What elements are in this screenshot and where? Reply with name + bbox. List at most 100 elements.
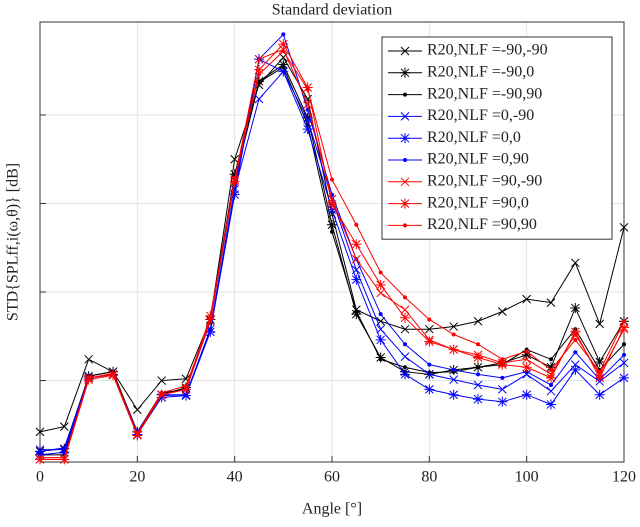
marker-dot	[549, 367, 553, 372]
marker-plus	[570, 302, 581, 313]
x-axis-label: Angle [°]	[302, 501, 362, 518]
marker	[594, 389, 605, 400]
marker-cross	[546, 386, 556, 396]
marker-plus	[521, 389, 532, 400]
marker	[230, 154, 240, 164]
marker-dot	[62, 445, 67, 450]
marker	[35, 427, 45, 437]
marker	[208, 327, 213, 332]
marker-plus	[424, 336, 435, 347]
marker-cross	[400, 177, 410, 187]
marker	[86, 375, 91, 380]
marker-plus	[473, 352, 483, 363]
marker	[546, 386, 556, 396]
marker	[597, 369, 602, 374]
marker	[522, 370, 532, 379]
marker	[451, 332, 456, 337]
marker	[595, 319, 605, 329]
marker-cross	[522, 370, 532, 379]
marker-cross	[157, 376, 167, 385]
marker	[622, 342, 626, 347]
marker-dot	[354, 222, 359, 227]
marker	[594, 372, 605, 383]
marker-dot	[257, 72, 261, 77]
marker-cross	[522, 294, 532, 304]
marker	[451, 367, 456, 372]
marker	[400, 46, 410, 56]
marker-dot	[524, 349, 529, 354]
marker-dot	[403, 92, 407, 97]
marker-dot	[184, 392, 188, 397]
marker	[473, 380, 483, 390]
marker-dot	[573, 350, 578, 355]
marker	[278, 59, 289, 70]
marker-cross	[449, 375, 459, 385]
marker	[62, 445, 67, 450]
marker	[549, 382, 553, 387]
marker	[476, 372, 480, 377]
marker-cross	[619, 223, 629, 232]
marker-dot	[135, 431, 140, 436]
marker	[400, 369, 410, 380]
marker-dot	[427, 362, 432, 367]
marker-cross	[400, 352, 410, 362]
marker	[400, 198, 410, 209]
marker-plus	[570, 364, 581, 375]
x-tick-label: 100	[515, 469, 539, 486]
marker-dot	[184, 383, 188, 388]
marker	[424, 384, 435, 395]
marker-cross	[376, 288, 386, 298]
marker-cross	[230, 154, 240, 164]
marker	[449, 322, 459, 331]
marker	[305, 87, 310, 92]
marker-dot	[403, 158, 407, 162]
marker-dot	[305, 87, 310, 92]
marker	[84, 354, 94, 364]
legend-label: R20,NLF =0,-90	[427, 107, 534, 124]
marker	[132, 405, 142, 415]
marker-dot	[451, 332, 456, 337]
marker	[570, 258, 580, 268]
marker-dot	[378, 312, 383, 317]
marker	[208, 317, 213, 322]
marker-cross	[497, 307, 507, 316]
marker	[594, 356, 605, 367]
chart-title: Standard deviation	[272, 2, 392, 19]
marker-dot	[38, 449, 42, 454]
marker-plus	[497, 396, 508, 407]
marker-plus	[400, 133, 410, 144]
marker-cross	[546, 298, 556, 307]
marker	[500, 357, 505, 362]
legend-label: R20,NLF =-90,-90	[427, 42, 548, 59]
marker-dot	[597, 369, 602, 374]
marker-cross	[400, 324, 410, 334]
marker-cross	[351, 254, 361, 264]
marker-dot	[500, 357, 505, 362]
marker	[376, 324, 386, 334]
marker	[403, 295, 407, 300]
marker-plus	[375, 279, 386, 290]
x-tick-label: 60	[324, 469, 340, 486]
marker-cross	[473, 316, 483, 326]
marker-plus	[521, 362, 532, 373]
marker-dot	[378, 270, 383, 275]
marker	[619, 372, 629, 383]
marker-dot	[476, 372, 480, 377]
marker	[400, 177, 410, 187]
marker-plus	[448, 389, 459, 400]
marker-plus	[400, 369, 410, 380]
marker-dot	[257, 80, 261, 85]
marker	[59, 422, 69, 431]
marker-dot	[451, 367, 456, 372]
marker	[184, 392, 188, 397]
marker-plus	[546, 372, 556, 383]
marker	[473, 316, 483, 326]
legend-label: R20,NLF =-90,90	[427, 85, 542, 102]
marker	[549, 367, 553, 372]
marker-dot	[500, 375, 505, 380]
marker	[351, 274, 362, 285]
marker	[257, 72, 261, 77]
marker	[281, 49, 286, 54]
marker-dot	[403, 295, 407, 300]
marker-dot	[403, 342, 407, 347]
